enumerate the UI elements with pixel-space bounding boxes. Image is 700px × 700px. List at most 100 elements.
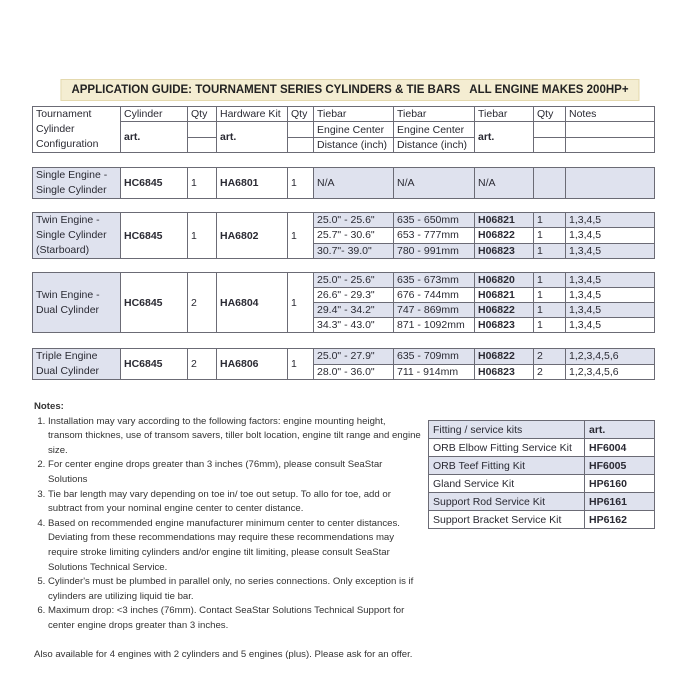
empty-cell [565,137,655,153]
tiebar-qty-cell: 1 [533,287,566,303]
kit-name: ORB Teef Fitting Kit [428,456,585,475]
tiebar-mm-cell: 780 - 991mm [393,242,475,260]
tiebar-mm-cell: 711 - 914mm [393,363,475,380]
notes-block: Notes: Installation may vary according t… [34,400,422,662]
note-item: Installation may vary according to the f… [48,415,422,459]
tiebar-mm-cell: 676 - 744mm [393,287,475,303]
table-row: 34.3" - 43.0" 871 - 1092mm H06823 1 1,3,4,5 [33,317,655,333]
table-row: 30.7"- 39.0" 780 - 991mm H06823 1 1,3,4,5 [33,242,655,260]
tiebar-inch-cell: 25.0" - 25.6" [313,211,394,229]
config-line: Twin Engine - [36,214,100,226]
header-qty2: Qty [287,106,314,122]
hardware-kit-cell: HA6802 [216,212,288,259]
kit-qty-cell: 1 [287,348,314,380]
config-line: Triple Engine [36,350,98,362]
kits-header-label: Fitting / service kits [428,420,585,439]
config-line: Single Cylinder [36,184,107,196]
notes-cell: 1,3,4,5 [565,227,655,244]
tiebar-part-cell: H06822 [474,302,534,318]
config-cell: Triple Engine Dual Cylinder [32,348,121,380]
tiebar-inch-cell: 25.7" - 30.6" [313,227,394,244]
empty-cell [533,121,566,138]
qty-cell: 2 [187,272,217,333]
kit-row: ORB Teef Fitting Kit HF6005 [428,456,655,475]
config-line: (Starboard) [36,244,90,256]
note-item: For center engine drops greater than 3 i… [48,458,422,487]
config-line: Dual Cylinder [36,365,100,377]
tiebar-qty-cell: 1 [533,302,566,318]
config-line: Single Cylinder [36,229,107,241]
config-line: Single Engine - [36,169,108,181]
header-tiebar1: Tiebar [313,106,394,122]
note-item: Maximum drop: <3 inches (76mm). Contact … [48,604,422,633]
notes-cell: 1,3,4,5 [565,287,655,303]
config-cell: Twin Engine - Single Cylinder (Starboard) [32,212,121,259]
table-row: 28.0" - 36.0" 711 - 914mm H06823 2 1,2,3,4,5… [33,363,655,380]
header-cylinder-art: art. [120,121,188,153]
kits-header-row: Fitting / service kits art. [428,420,655,439]
header-qty: Qty [187,106,217,122]
tiebar-inch-cell: 34.3" - 43.0" [313,317,394,333]
note-item: Tie bar length may vary depending on toe… [48,488,422,517]
notes-cell: 1,3,4,5 [565,317,655,333]
header-tiebar3-art: art. [474,121,534,153]
notes-cell: 1,2,3,4,5,6 [565,363,655,380]
notes-cell: 1,3,4,5 [565,211,655,229]
table-row: 29.4" - 34.2" 747 - 869mm H06822 1 1,3,4,5 [33,302,655,318]
notes-cell: 1,3,4,5 [565,302,655,318]
table-row: Triple Engine Dual Cylinder HC6845 2 HA6806 1… [32,348,655,380]
notes-cell: 1,3,4,5 [565,242,655,260]
kits-header-art: art. [584,420,655,439]
config-table: Twin Engine - Dual Cylinder HC6845 2 HA6804 1… [32,272,655,333]
notes-heading: Notes: [34,401,64,412]
kit-qty-cell: 1 [287,272,314,333]
tiebar-part-cell: H06823 [474,242,534,260]
tiebar-inch-cell: N/A [313,167,394,199]
kit-name: Gland Service Kit [428,474,585,493]
header-hardware-kit: Hardware Kit [216,106,288,122]
config-cell: Twin Engine - Dual Cylinder [32,272,121,333]
kit-row: Gland Service Kit HP6160 [428,474,655,493]
header-config: Tournament Cylinder Configuration [32,106,121,153]
cylinder-cell: HC6845 [120,348,188,380]
header-config-line: Tournament [36,108,92,120]
header-tiebar2-line2: Engine Center [393,121,475,138]
table-row: Single Engine - Single Cylinder HC6845 1 HA6… [32,167,655,199]
notes-cell: 1,3,4,5 [565,272,655,288]
empty-cell [565,121,655,138]
config-line: Dual Cylinder [36,303,100,316]
tiebar-inch-cell: 25.0" - 27.9" [313,348,394,365]
tiebar-qty-cell: 2 [533,348,566,365]
tiebar-inch-cell: 29.4" - 34.2" [313,302,394,318]
qty-cell: 1 [187,212,217,259]
table-row: Twin Engine - Dual Cylinder HC6845 2 HA6804 1… [32,272,655,333]
tiebar-qty-cell: 1 [533,242,566,260]
config-line: Twin Engine - [36,288,100,301]
kit-row: Support Bracket Service Kit HP6162 [428,510,655,529]
tiebar-inch-cell: 28.0" - 36.0" [313,363,394,380]
tiebar-mm-cell: 871 - 1092mm [393,317,475,333]
empty-cell [187,121,217,138]
tiebar-mm-cell: 747 - 869mm [393,302,475,318]
tiebar-part-cell: H06820 [474,272,534,288]
tiebar-mm-cell: 653 - 777mm [393,227,475,244]
tiebar-qty-cell [533,167,566,199]
hardware-kit-cell: HA6801 [216,167,288,199]
header-tiebar3: Tiebar [474,106,534,122]
header-cylinder: Cylinder [120,106,188,122]
kit-name: Support Bracket Service Kit [428,510,585,529]
hardware-kit-cell: HA6806 [216,348,288,380]
notes-list: Installation may vary according to the f… [34,415,422,634]
header-qty3: Qty [533,106,566,122]
empty-cell [187,137,217,153]
tiebar-part-cell: H06823 [474,363,534,380]
tiebar-part-cell: H06821 [474,287,534,303]
empty-cell [287,137,314,153]
also-available-text: Also available for 4 engines with 2 cyli… [34,648,413,660]
header-tiebar2: Tiebar [393,106,475,122]
qty-cell: 2 [187,348,217,380]
empty-cell [287,121,314,138]
empty-cell [533,137,566,153]
kit-name: ORB Elbow Fitting Service Kit [428,438,585,457]
page-title: APPLICATION GUIDE: TOURNAMENT SERIES CYL… [60,79,640,101]
